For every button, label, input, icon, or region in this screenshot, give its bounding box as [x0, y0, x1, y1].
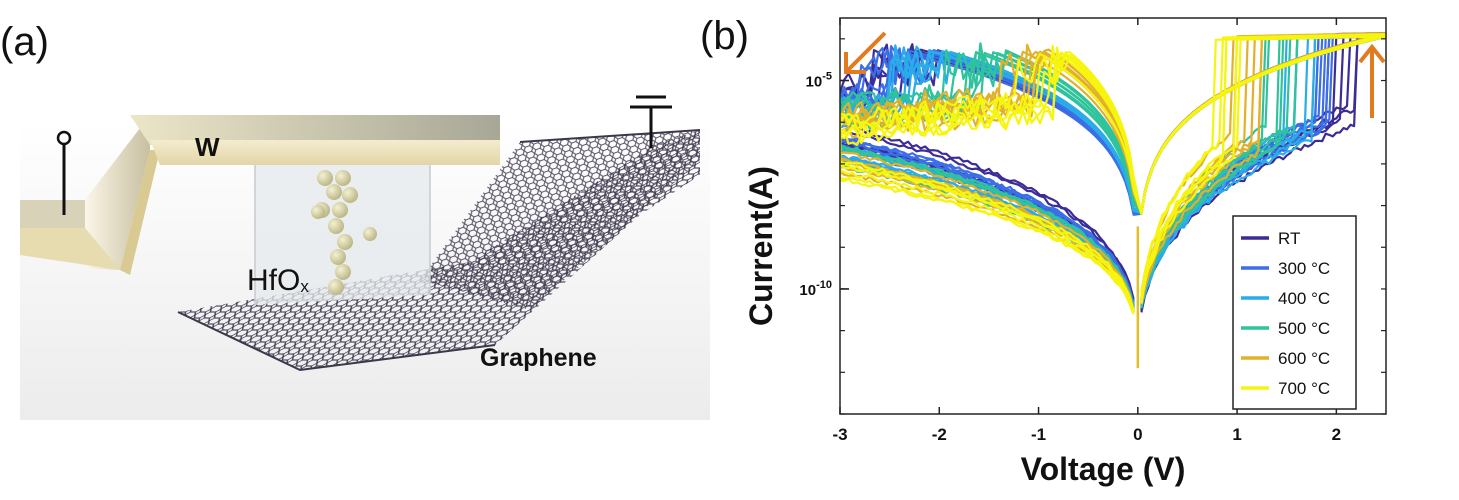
- sweep-arrow-right-head: [1358, 43, 1386, 64]
- electrode-slope: [85, 115, 150, 270]
- legend-box: [1232, 215, 1357, 410]
- sweep-arrow-left-head: [844, 52, 866, 74]
- graphene-sheet: [178, 130, 700, 370]
- graphene-label: Graphene: [480, 344, 597, 372]
- legend-entry: 300 °C: [1278, 259, 1330, 278]
- device-schematic: W HfOx Graphene: [20, 95, 710, 420]
- panel-label-a: (a): [0, 20, 49, 64]
- y-tick-label: 10-5: [806, 71, 832, 91]
- x-tick-label: 2: [1332, 425, 1341, 444]
- series-curve: [840, 34, 1386, 315]
- y-tick-label: 10-10: [799, 279, 832, 299]
- x-tick-label: 0: [1133, 425, 1142, 444]
- panel-label-b: (b): [700, 14, 749, 58]
- x-tick-label: -2: [932, 425, 947, 444]
- sweep-arrow-left: [846, 31, 887, 72]
- filament-ions: [311, 170, 377, 295]
- legend-entry: 600 °C: [1278, 349, 1330, 368]
- legend-entry: 700 °C: [1278, 379, 1330, 398]
- input-terminal-icon: [56, 130, 72, 215]
- electrode-label: W: [195, 132, 220, 162]
- oxide-label: HfOx: [247, 264, 309, 297]
- axes: -3 -2 -1 0 1 2 10-5 10-10 Voltage (V) Current(A): [743, 17, 1387, 487]
- graphene-slope: [420, 130, 700, 310]
- oxide-block: [255, 160, 430, 305]
- legend-entry: RT: [1278, 229, 1300, 248]
- electrode-foot-front: [20, 228, 120, 270]
- y-axis-label: Current(A): [743, 166, 779, 326]
- ground-icon: [630, 95, 672, 148]
- x-tick-label: -3: [832, 425, 847, 444]
- electrode-top: [130, 115, 500, 145]
- x-tick-label: -1: [1031, 425, 1046, 444]
- electrode-front: [150, 140, 500, 165]
- legend-entry: 500 °C: [1278, 319, 1330, 338]
- plot-frame: [839, 17, 1387, 415]
- x-axis-label: Voltage (V): [1021, 451, 1186, 487]
- legend-entry: 400 °C: [1278, 289, 1330, 308]
- series-6: [840, 33, 1386, 315]
- x-tick-label: 1: [1232, 425, 1241, 444]
- legend: RT 300 °C 400 °C 500 °C 600 °C 700 °C: [1232, 215, 1357, 410]
- plot-area: [840, 32, 1386, 369]
